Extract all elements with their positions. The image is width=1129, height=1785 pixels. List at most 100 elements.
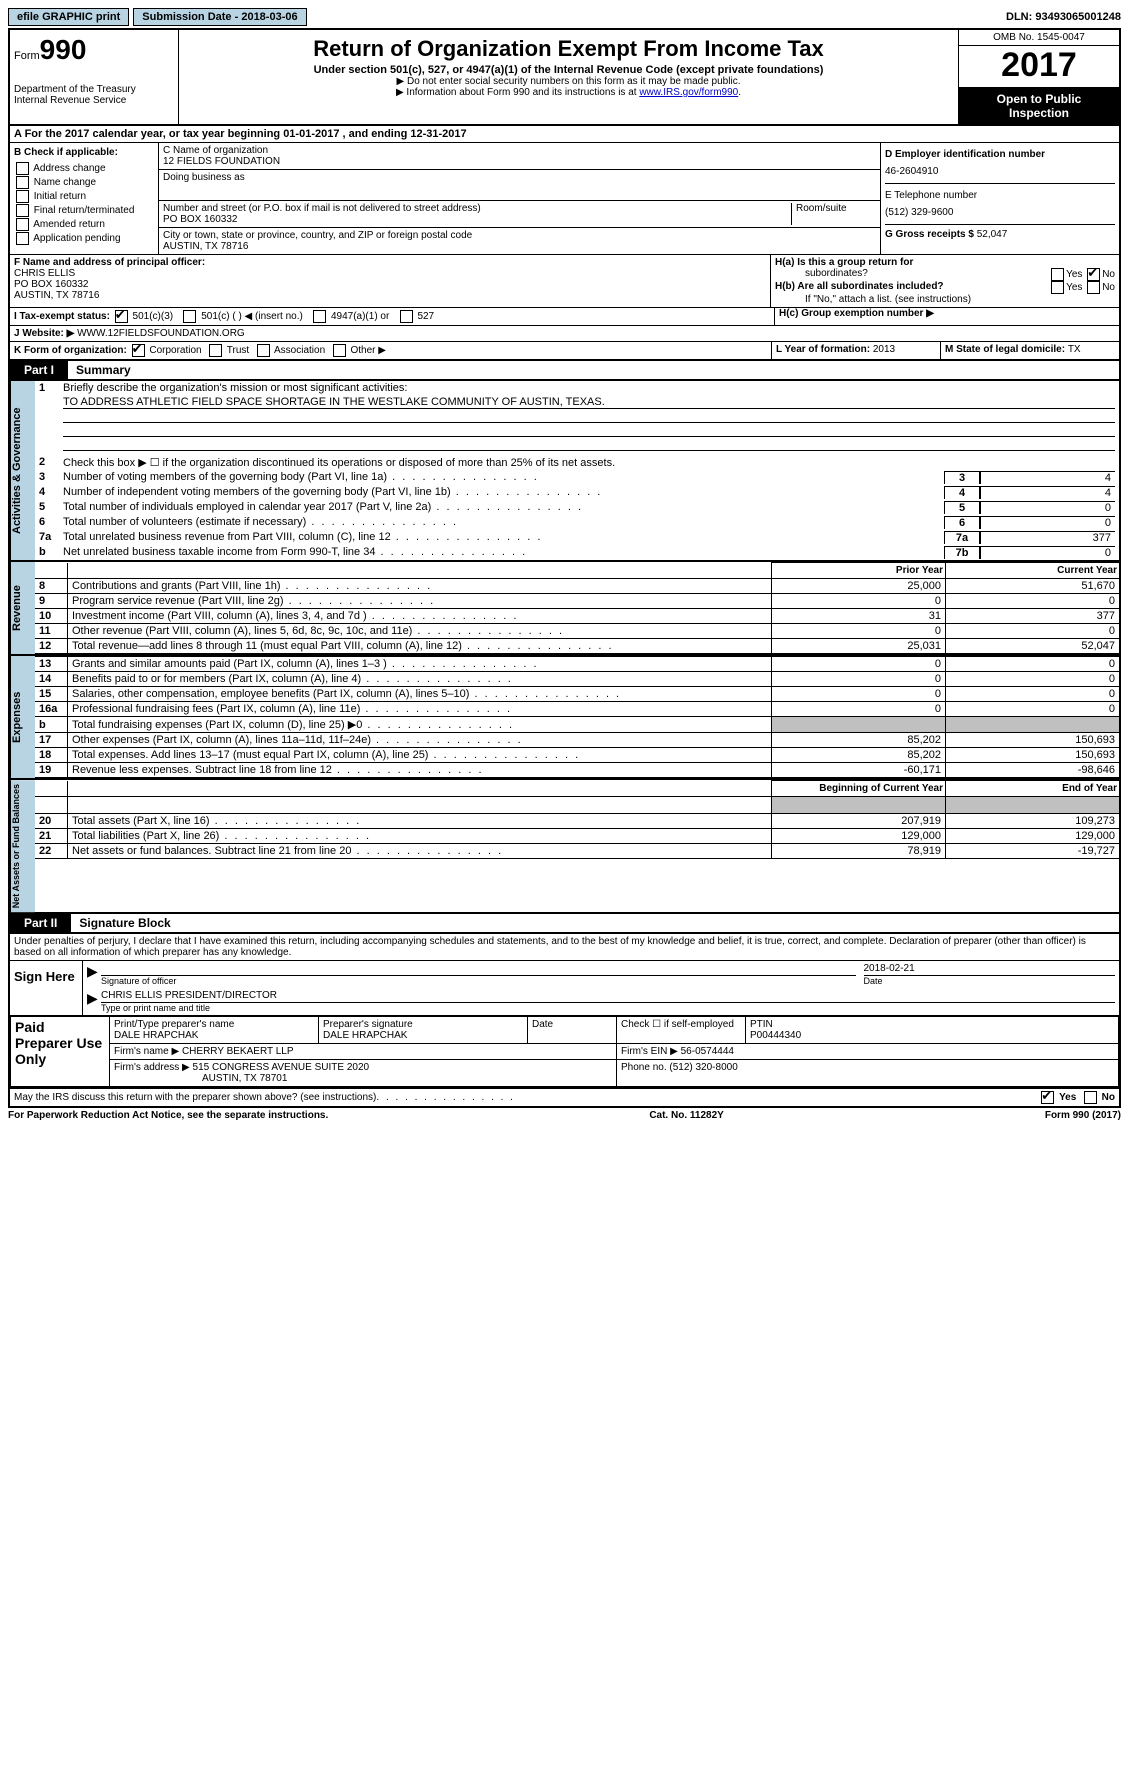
table-row: bTotal fundraising expenses (Part IX, co… [35,717,1119,733]
dln: DLN: 93493065001248 [1006,11,1121,23]
telephone: (512) 329-9600 [885,207,1115,218]
side-netassets: Net Assets or Fund Balances [10,780,35,912]
cb-discuss-no[interactable] [1084,1091,1097,1104]
website-url: WWW.12FIELDSFOUNDATION.ORG [77,328,245,339]
efile-button[interactable]: efile GRAPHIC print [8,8,129,26]
perjury-statement: Under penalties of perjury, I declare th… [10,934,1119,961]
top-bar: efile GRAPHIC print Submission Date - 20… [8,8,1121,26]
officer-print-name: CHRIS ELLIS PRESIDENT/DIRECTOR [101,990,1115,1003]
table-row: 13Grants and similar amounts paid (Part … [35,657,1119,672]
column-h: H(a) Is this a group return for subordin… [771,255,1119,307]
firm-ein: 56-0574444 [681,1046,734,1057]
paid-preparer-label: Paid Preparer Use Only [11,1017,110,1087]
form-title: Return of Organization Exempt From Incom… [187,36,950,62]
preparer-name: DALE HRAPCHAK [114,1030,314,1041]
mission-text: TO ADDRESS ATHLETIC FIELD SPACE SHORTAGE… [63,396,1115,409]
cb-name-change[interactable]: Name change [14,176,154,189]
firm-name: CHERRY BEKAERT LLP [182,1046,294,1057]
footer-right: Form 990 (2017) [1045,1110,1121,1121]
preparer-signature: DALE HRAPCHAK [323,1030,523,1041]
dba-box: Doing business as [159,170,880,201]
city-state-zip: AUSTIN, TX 78716 [163,241,876,252]
part1-governance: Activities & Governance 1Briefly describ… [8,381,1121,562]
cb-discuss-yes[interactable] [1041,1091,1054,1104]
part1-title: Summary [68,363,131,377]
mission-blank3 [63,438,1115,451]
table-row: 20Total assets (Part X, line 16)207,9191… [35,814,1119,829]
room-suite: Room/suite [791,203,876,225]
org-name: 12 FIELDS FOUNDATION [163,156,876,167]
expenses-table: 13Grants and similar amounts paid (Part … [35,656,1119,778]
cb-other[interactable] [333,344,346,357]
officer-signature[interactable] [101,963,856,976]
ein-value: 46-2604910 [885,166,1115,177]
note-link: ▶ Information about Form 990 and its ins… [187,87,950,98]
omb-number: OMB No. 1545-0047 [959,30,1119,46]
row-j: J Website: ▶ WWW.12FIELDSFOUNDATION.ORG [8,325,1121,341]
irs-label: Internal Revenue Service [14,95,174,106]
discuss-row: May the IRS discuss this return with the… [8,1089,1121,1108]
cb-527[interactable] [400,310,413,323]
note-ssn: ▶ Do not enter social security numbers o… [187,76,950,87]
side-governance: Activities & Governance [10,381,35,560]
table-row: 17Other expenses (Part IX, column (A), l… [35,733,1119,748]
firm-address: 515 CONGRESS AVENUE SUITE 2020 [193,1062,370,1073]
gov-line: 5Total number of individuals employed in… [35,500,1119,515]
street-address: PO BOX 160332 [163,214,791,225]
submission-date: Submission Date - 2018-03-06 [133,8,306,26]
cb-501c3[interactable] [115,310,128,323]
part2-title: Signature Block [71,916,170,930]
cb-application-pending[interactable]: Application pending [14,232,154,245]
officer-addr1: PO BOX 160332 [14,279,766,290]
section-bcd: B Check if applicable: Address change Na… [8,143,1121,254]
part2-label: Part II [10,914,71,932]
irs-link[interactable]: www.IRS.gov/form990 [639,87,738,98]
row-klm: K Form of organization: Corporation Trus… [8,341,1121,361]
header-center: Return of Organization Exempt From Incom… [179,30,958,124]
section-a: A For the 2017 calendar year, or tax yea… [8,126,1121,143]
cb-501c[interactable] [183,310,196,323]
page-footer: For Paperwork Reduction Act Notice, see … [8,1108,1121,1123]
table-row: 12Total revenue—add lines 8 through 11 (… [35,639,1119,654]
cb-corporation[interactable] [132,344,145,357]
column-l: L Year of formation: 2013 [771,342,940,359]
ptin: P00444340 [750,1030,1114,1041]
table-row: 15Salaries, other compensation, employee… [35,687,1119,702]
column-f: F Name and address of principal officer:… [10,255,771,307]
officer-name: CHRIS ELLIS [14,268,766,279]
line1-text: Briefly describe the organization's miss… [63,382,1115,394]
table-row: 19Revenue less expenses. Subtract line 1… [35,763,1119,778]
cb-amended-return[interactable]: Amended return [14,218,154,231]
hc-exemption: H(c) Group exemption number ▶ [774,308,1119,325]
cb-trust[interactable] [209,344,222,357]
table-row: 16aProfessional fundraising fees (Part I… [35,702,1119,717]
column-k: K Form of organization: Corporation Trus… [10,342,771,359]
column-d: D Employer identification number 46-2604… [881,143,1119,254]
mission-blank1 [63,410,1115,423]
table-row: 22Net assets or fund balances. Subtract … [35,844,1119,859]
cb-initial-return[interactable]: Initial return [14,190,154,203]
cb-4947[interactable] [313,310,326,323]
footer-left: For Paperwork Reduction Act Notice, see … [8,1110,328,1121]
part1-revenue: Revenue Prior YearCurrent Year 8Contribu… [8,562,1121,656]
form-subtitle: Under section 501(c), 527, or 4947(a)(1)… [187,64,950,76]
row-fh: F Name and address of principal officer:… [8,254,1121,307]
gross-receipts: G Gross receipts $ 52,047 [885,229,1115,240]
cb-association[interactable] [257,344,270,357]
officer-addr2: AUSTIN, TX 78716 [14,290,766,301]
self-employed-check[interactable]: Check ☐ if self-employed [617,1017,746,1044]
line2-text: Check this box ▶ ☐ if the organization d… [63,456,1115,469]
part1-label: Part I [10,361,68,379]
street-box: Number and street (or P.O. box if mail i… [159,201,880,228]
b-title: B Check if applicable: [14,147,154,158]
signature-block: Under penalties of perjury, I declare th… [8,934,1121,1089]
tax-year: 2017 [959,46,1119,88]
column-c: C Name of organization 12 FIELDS FOUNDAT… [159,143,881,254]
header-left: Form990 Department of the Treasury Inter… [10,30,179,124]
gov-line: 6Total number of volunteers (estimate if… [35,515,1119,530]
column-b: B Check if applicable: Address change Na… [10,143,159,254]
cb-final-return[interactable]: Final return/terminated [14,204,154,217]
sign-here-label: Sign Here [10,961,83,1015]
row-i: I Tax-exempt status: 501(c)(3) 501(c) ( … [8,307,1121,325]
cb-address-change[interactable]: Address change [14,162,154,175]
